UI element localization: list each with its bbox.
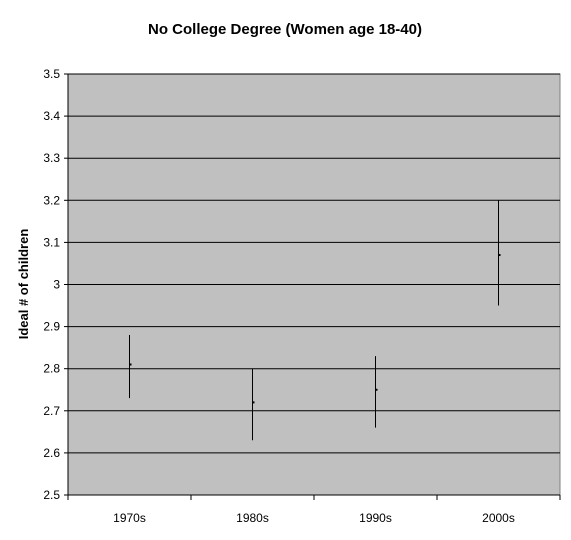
data-point [129,363,132,366]
data-marks [129,200,501,441]
y-tick-label: 2.6 [43,446,60,460]
y-tick-label: 2.5 [43,488,60,502]
y-tick-label: 2.7 [43,404,60,418]
data-point [252,401,255,404]
y-tick-label: 2.9 [43,320,60,334]
data-point [375,388,378,391]
y-tick-label: 2.8 [43,362,60,376]
x-tick-label: 2000s [482,511,515,525]
y-tick-label: 3.2 [43,193,60,207]
x-tick-label: 1970s [113,511,146,525]
y-axis-ticks: 2.5 2.6 2.7 2.8 2.9 3 3.1 3.2 3.3 3.4 3.5 [43,67,68,502]
y-tick-label: 3.1 [43,235,60,249]
y-tick-label: 3 [53,278,60,292]
y-axis-label: Ideal # of children [16,229,31,340]
x-tick-label: 1990s [359,511,392,525]
x-tick-label: 1980s [236,511,269,525]
y-tick-label: 3.3 [43,151,60,165]
y-tick-label: 3.5 [43,67,60,81]
gridlines [68,73,560,454]
x-axis-ticks: 1970s 1980s 1990s 2000s [67,495,561,525]
y-tick-label: 3.4 [43,109,60,123]
chart-title: No College Degree (Women age 18-40) [148,21,422,38]
data-point [498,254,501,257]
